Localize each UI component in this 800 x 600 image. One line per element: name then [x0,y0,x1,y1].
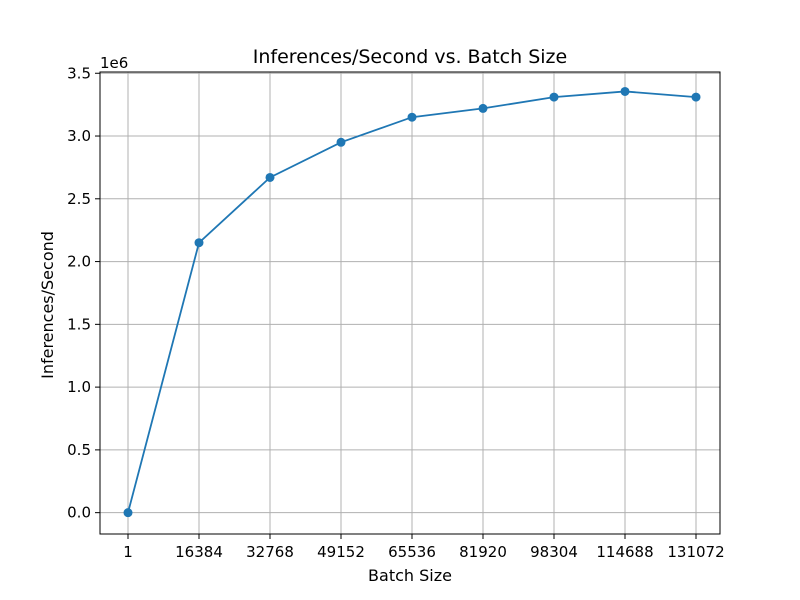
y-tick-label: 2.0 [67,253,91,271]
data-point [478,103,488,113]
y-tick-label: 3.5 [67,64,91,82]
chart-title: Inferences/Second vs. Batch Size [253,46,567,68]
y-tick-label: 1.0 [67,378,91,396]
data-point [123,508,133,518]
grid-layer [100,72,720,534]
y-tick-label: 1.5 [67,315,91,333]
y-tick-label: 3.0 [67,127,91,145]
y-axis-label: Inferences/Second [38,231,57,379]
x-tick-label: 98304 [530,543,578,561]
x-tick-label: 131072 [667,543,724,561]
data-point [194,238,204,248]
x-tick-label: 114688 [596,543,653,561]
series-layer [123,86,701,518]
data-point [265,172,275,182]
data-point [620,86,630,96]
data-point [549,92,559,102]
y-offset-label: 1e6 [100,54,128,72]
x-tick-label: 1 [123,543,133,561]
x-tick-label: 16384 [175,543,223,561]
y-tick-label: 0.0 [67,504,91,522]
x-axis-label: Batch Size [368,566,452,585]
tick-layer: 1 16384 32768 49152 65536 81920 98304 114688 131… [67,64,724,561]
x-tick-label: 65536 [388,543,436,561]
data-point [336,137,346,147]
data-point [407,112,417,122]
x-tick-label: 32768 [246,543,294,561]
data-point [691,92,701,102]
y-tick-label: 2.5 [67,190,91,208]
y-tick-label: 0.5 [67,441,91,459]
plot-frame [99,71,721,535]
x-tick-label: 49152 [317,543,365,561]
x-tick-label: 81920 [459,543,507,561]
